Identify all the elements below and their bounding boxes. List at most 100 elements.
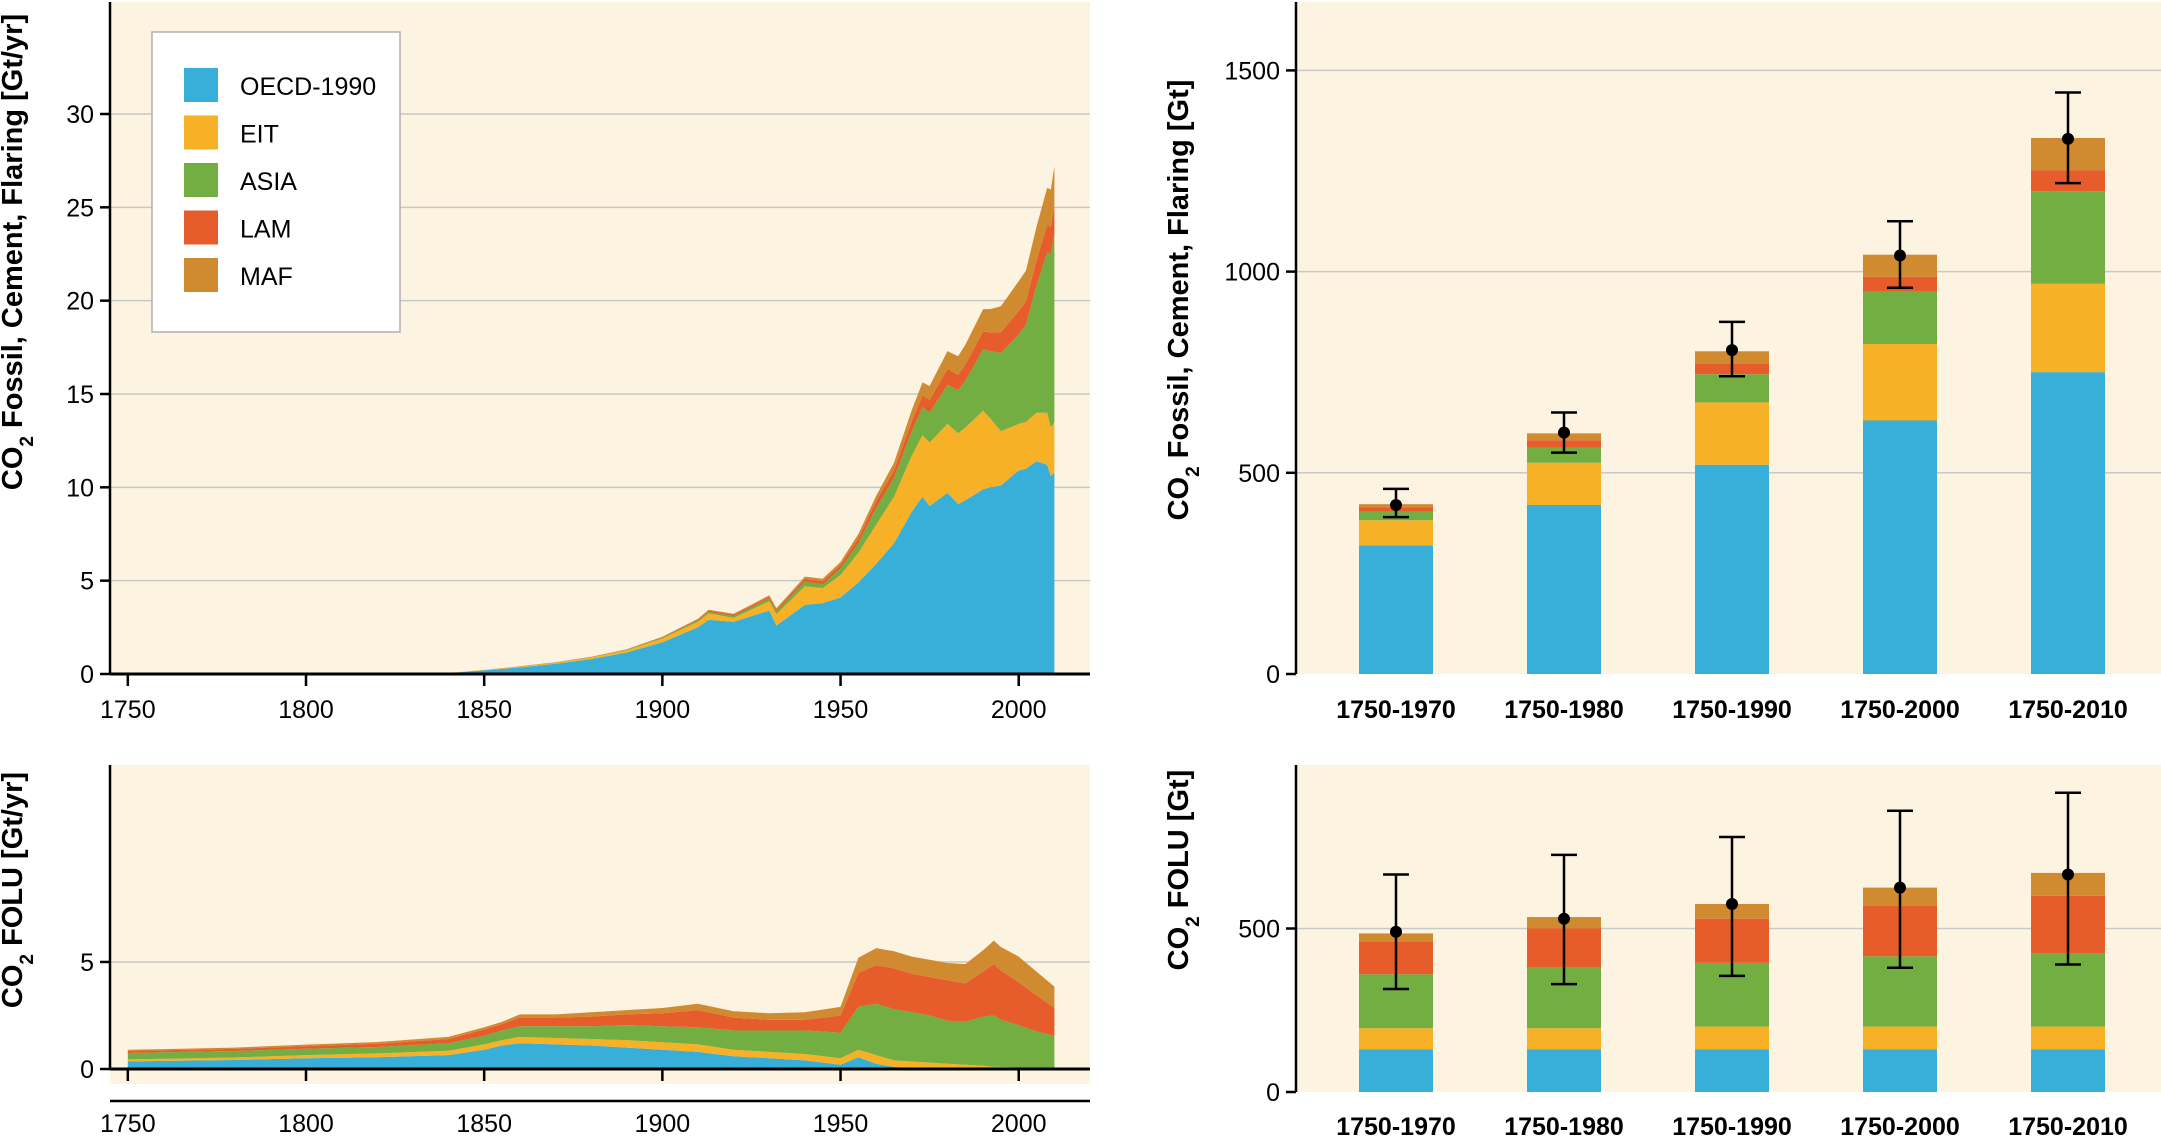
y-tick-label: 1000 bbox=[1224, 259, 1280, 287]
y-label-text: Fossil, Cement, Flaring [Gt] bbox=[1163, 80, 1195, 467]
bar-eit-1750-1980 bbox=[1527, 1028, 1601, 1050]
area-oecd-1990-folu-annual bbox=[127, 1043, 1055, 1069]
y-label-prefix: CO bbox=[1163, 477, 1195, 521]
legend-swatch-maf bbox=[184, 258, 218, 292]
y-label-subscript: 2 bbox=[17, 436, 38, 447]
y-tick-label: 25 bbox=[66, 194, 94, 222]
y-label-prefix: CO bbox=[0, 965, 29, 1009]
total-marker-1750-2000 bbox=[1894, 881, 1906, 894]
y-tick-label: 0 bbox=[80, 1056, 94, 1084]
bar-eit-1750-2000 bbox=[1863, 1026, 1937, 1050]
y-label-text: FOLU [Gt/yr] bbox=[0, 772, 29, 954]
legend-swatch-oecd-1990 bbox=[184, 68, 218, 102]
y-tick-label: 500 bbox=[1238, 916, 1280, 944]
legend: OECD-1990 EIT ASIA LAM MAF bbox=[151, 31, 401, 333]
x-tick-label-1750-1990: 1750-1990 bbox=[1672, 696, 1792, 724]
legend-label-maf: MAF bbox=[240, 263, 293, 291]
y-tick-label: 5 bbox=[80, 568, 94, 596]
bar-oecd-1990-1750-2000 bbox=[1863, 1049, 1937, 1092]
bar-oecd-1990-1750-1970 bbox=[1359, 545, 1433, 674]
x-tick-label: 1750 bbox=[100, 696, 156, 724]
y-axis-label-fossil-cumulative: CO2 Fossil, Cement, Flaring [Gt] bbox=[1163, 80, 1204, 521]
x-tick-label: 1800 bbox=[278, 1110, 334, 1138]
total-marker-1750-1980 bbox=[1558, 426, 1570, 439]
bar-eit-1750-2000 bbox=[1863, 344, 1937, 421]
bar-oecd-1990-1750-1980 bbox=[1527, 1049, 1601, 1092]
bar-oecd-1990-1750-2000 bbox=[1863, 420, 1937, 674]
legend-label-eit: EIT bbox=[240, 121, 279, 149]
y-label-subscript: 2 bbox=[17, 954, 38, 965]
y-label-subscript: 2 bbox=[1183, 916, 1204, 927]
y-tick-label: 15 bbox=[66, 381, 94, 409]
x-tick-label: 1900 bbox=[635, 696, 691, 724]
y-axis-label-fossil-annual: CO2 Fossil, Cement, Flaring [Gt/yr] bbox=[0, 14, 38, 490]
bar-eit-1750-1990 bbox=[1695, 402, 1769, 465]
total-marker-1750-1980 bbox=[1558, 912, 1570, 925]
legend-swatch-eit bbox=[184, 115, 218, 150]
total-marker-1750-1990 bbox=[1726, 897, 1738, 910]
x-tick-label-1750-1970: 1750-1970 bbox=[1336, 696, 1456, 724]
area-asia-folu-annual bbox=[127, 1003, 1055, 1068]
y-tick-label: 0 bbox=[80, 661, 94, 689]
y-label-prefix: CO bbox=[0, 447, 29, 491]
y-label-text: Fossil, Cement, Flaring [Gt/yr] bbox=[0, 14, 29, 436]
y-tick-label: 20 bbox=[66, 288, 94, 316]
x-tick-label: 1750 bbox=[100, 1110, 156, 1138]
legend-swatch-lam bbox=[184, 210, 218, 245]
bar-oecd-1990-1750-1990 bbox=[1695, 464, 1769, 674]
x-tick-label-1750-2000: 1750-2000 bbox=[1840, 1113, 1960, 1141]
bar-asia-1750-1990 bbox=[1695, 374, 1769, 403]
y-label-prefix: CO bbox=[1163, 927, 1195, 971]
y-axis-label-folu-cumulative: CO2 FOLU [Gt] bbox=[1163, 770, 1204, 971]
total-marker-1750-2010 bbox=[2062, 132, 2074, 145]
x-tick-label: 1900 bbox=[635, 1110, 691, 1138]
bar-oecd-1990-1750-2010 bbox=[2031, 1049, 2105, 1092]
y-tick-label: 10 bbox=[66, 474, 94, 502]
area-oecd-1990-fossil-annual bbox=[127, 461, 1055, 674]
area-eit-fossil-annual bbox=[127, 410, 1055, 674]
legend-label-asia: ASIA bbox=[240, 168, 297, 196]
total-marker-1750-1970 bbox=[1390, 498, 1402, 511]
y-tick-label: 500 bbox=[1238, 460, 1280, 488]
y-label-text: FOLU [Gt] bbox=[1163, 770, 1195, 917]
bar-eit-1750-1980 bbox=[1527, 462, 1601, 505]
bar-eit-1750-1990 bbox=[1695, 1026, 1769, 1050]
x-tick-label-1750-2000: 1750-2000 bbox=[1840, 696, 1960, 724]
x-tick-label-1750-1980: 1750-1980 bbox=[1504, 696, 1624, 724]
legend-label-oecd-1990: OECD-1990 bbox=[240, 73, 376, 101]
y-axis-label-folu-annual: CO2 FOLU [Gt/yr] bbox=[0, 772, 38, 1008]
y-tick-label: 30 bbox=[66, 101, 94, 129]
bar-oecd-1990-1750-1990 bbox=[1695, 1049, 1769, 1092]
x-tick-label-1750-1980: 1750-1980 bbox=[1504, 1113, 1624, 1141]
total-marker-1750-1990 bbox=[1726, 344, 1738, 357]
bar-asia-1750-1980 bbox=[1527, 447, 1601, 463]
total-marker-1750-2000 bbox=[1894, 249, 1906, 262]
x-tick-label: 2000 bbox=[991, 1110, 1047, 1138]
bar-oecd-1990-1750-1970 bbox=[1359, 1049, 1433, 1092]
x-tick-label: 1850 bbox=[456, 696, 512, 724]
x-tick-label: 2000 bbox=[991, 696, 1047, 724]
bar-oecd-1990-1750-1980 bbox=[1527, 504, 1601, 674]
x-tick-label-1750-2010: 1750-2010 bbox=[2008, 696, 2128, 724]
x-tick-label: 1950 bbox=[813, 696, 869, 724]
y-tick-label: 5 bbox=[80, 949, 94, 977]
bar-eit-1750-2010 bbox=[2031, 1026, 2105, 1050]
bar-asia-1750-2000 bbox=[1863, 291, 1937, 345]
legend-swatch-asia bbox=[184, 163, 218, 197]
y-tick-label: 1500 bbox=[1224, 57, 1280, 85]
area-lam-folu-annual bbox=[127, 964, 1055, 1053]
bar-eit-1750-2010 bbox=[2031, 283, 2105, 373]
y-tick-label: 0 bbox=[1266, 661, 1280, 689]
x-tick-label-1750-1990: 1750-1990 bbox=[1672, 1113, 1792, 1141]
bar-asia-1750-2010 bbox=[2031, 191, 2105, 284]
x-tick-label-1750-2010: 1750-2010 bbox=[2008, 1113, 2128, 1141]
bar-eit-1750-1970 bbox=[1359, 1028, 1433, 1050]
y-label-subscript: 2 bbox=[1183, 466, 1204, 477]
x-tick-label: 1800 bbox=[278, 696, 334, 724]
total-marker-1750-2010 bbox=[2062, 868, 2074, 881]
legend-label-lam: LAM bbox=[240, 216, 291, 244]
area-eit-folu-annual bbox=[127, 1036, 1055, 1069]
bar-eit-1750-1970 bbox=[1359, 520, 1433, 546]
x-tick-label-1750-1970: 1750-1970 bbox=[1336, 1113, 1456, 1141]
x-tick-label: 1950 bbox=[813, 1110, 869, 1138]
